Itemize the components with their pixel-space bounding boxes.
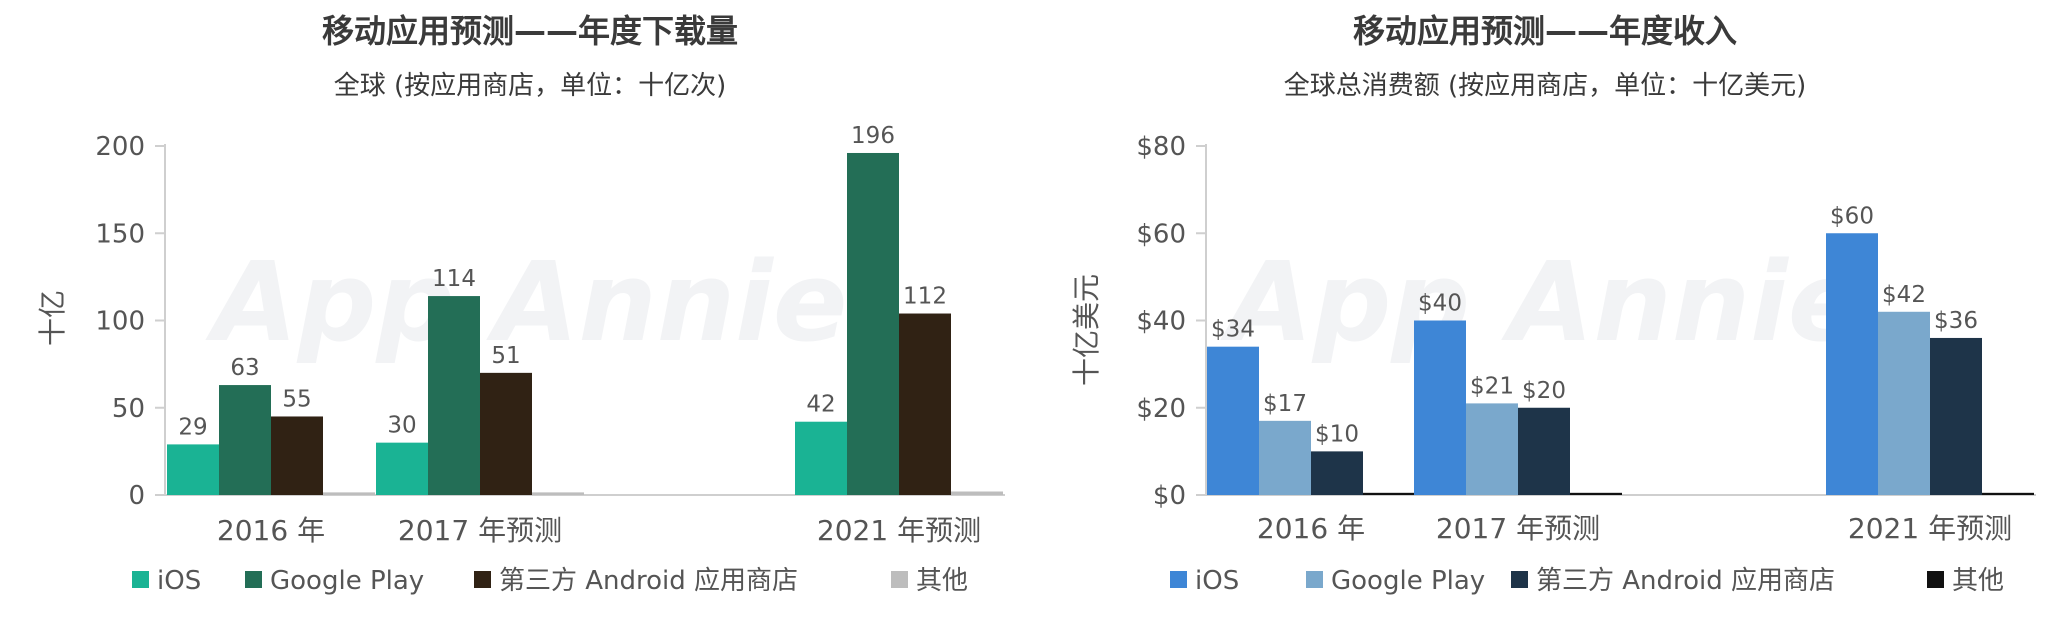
bar <box>1518 407 1570 495</box>
bar <box>1930 337 1982 495</box>
y-tick-label: $80 <box>1136 132 1186 162</box>
bar <box>428 296 480 495</box>
legend-swatch <box>1927 571 1944 588</box>
bar <box>376 442 428 495</box>
legend-label: iOS <box>1195 566 1239 596</box>
y-tick-label: 50 <box>112 394 145 424</box>
bar <box>795 421 847 495</box>
watermark: App Annie <box>205 238 848 366</box>
bar <box>1982 492 2034 495</box>
data-label: $42 <box>1882 282 1926 308</box>
y-tick-label: $0 <box>1153 481 1186 511</box>
watermark: App Annie <box>1220 238 1863 366</box>
y-tick-label: 0 <box>128 481 145 511</box>
x-tick-label: 2021 年预测 <box>817 514 981 547</box>
bar <box>951 491 1003 495</box>
x-tick-label: 2021 年预测 <box>1848 512 2012 545</box>
legend-swatch <box>245 571 262 588</box>
bar <box>1466 403 1518 495</box>
data-label: 196 <box>851 123 895 149</box>
data-label: 29 <box>178 414 207 440</box>
legend-swatch <box>1511 571 1528 588</box>
bar <box>219 385 271 495</box>
y-tick-label: $40 <box>1136 307 1186 337</box>
x-tick-label: 2017 年预测 <box>398 514 562 547</box>
data-label: 63 <box>230 355 259 381</box>
y-tick-label: $60 <box>1136 219 1186 249</box>
y-tick-label: $20 <box>1136 394 1186 424</box>
bar <box>1414 320 1466 495</box>
legend-swatch <box>474 571 491 588</box>
bar <box>1207 346 1259 495</box>
bar <box>899 313 951 495</box>
data-label: 42 <box>806 392 835 418</box>
data-label: $17 <box>1263 391 1307 417</box>
data-label: $36 <box>1934 308 1978 334</box>
bar <box>167 444 219 495</box>
bar <box>1311 451 1363 495</box>
y-axis-label: 十亿 <box>36 290 69 346</box>
legend-label: iOS <box>157 566 201 596</box>
data-label: $34 <box>1211 317 1255 343</box>
legend-label: Google Play <box>270 566 424 596</box>
x-tick-label: 2017 年预测 <box>1436 512 1600 545</box>
data-label: $60 <box>1830 203 1874 229</box>
legend-label: 其他 <box>1952 566 2004 596</box>
plot-area: $0 $20 $40 $60 $80 $34 $17 $10 2016 年 $40 $21 $20 20… <box>1136 132 2036 596</box>
data-label: $40 <box>1418 291 1462 317</box>
downloads-chart: App Annie 移动应用预测——年度下载量 全球 (按应用商店，单位：十亿次… <box>36 12 1005 596</box>
data-label: $20 <box>1522 378 1566 404</box>
bar <box>271 416 323 495</box>
bar <box>1259 420 1311 495</box>
chart-title: 移动应用预测——年度下载量 <box>322 12 738 50</box>
bar <box>1570 492 1622 495</box>
y-tick-label: 200 <box>95 132 145 162</box>
y-tick-label: 150 <box>95 219 145 249</box>
revenue-chart: App Annie 移动应用预测——年度收入 全球总消费额 (按应用商店，单位：… <box>1070 12 2036 596</box>
legend-swatch <box>132 571 149 588</box>
data-label: 112 <box>903 284 947 310</box>
legend-swatch <box>1170 571 1187 588</box>
bar <box>1878 311 1930 495</box>
chart-subtitle: 全球 (按应用商店，单位：十亿次) <box>334 71 727 101</box>
bar <box>1826 233 1878 495</box>
legend-swatch <box>891 571 908 588</box>
legend-label: 第三方 Android 应用商店 <box>499 566 798 596</box>
legend-swatch <box>1306 571 1323 588</box>
x-tick-label: 2016 年 <box>1257 512 1365 545</box>
bar <box>532 492 584 495</box>
data-label: 30 <box>387 413 416 439</box>
y-tick-label: 100 <box>95 307 145 337</box>
legend-label: 第三方 Android 应用商店 <box>1536 566 1835 596</box>
bar <box>480 372 532 495</box>
plot-area: 0 50 100 150 200 29 63 55 2016 年 30 114 51 2017 年预测 4… <box>95 123 1005 596</box>
bar <box>847 152 899 496</box>
x-tick-label: 2016 年 <box>217 514 325 547</box>
bar <box>323 492 375 495</box>
data-label: 51 <box>491 343 520 369</box>
bar <box>1363 492 1415 495</box>
legend-label: 其他 <box>916 566 968 596</box>
data-label: $10 <box>1315 421 1359 447</box>
legend-label: Google Play <box>1331 566 1485 596</box>
data-label: 114 <box>432 266 476 292</box>
data-label: 55 <box>282 386 311 412</box>
y-axis-label: 十亿美元 <box>1070 274 1103 386</box>
data-label: $21 <box>1470 373 1514 399</box>
chart-title: 移动应用预测——年度收入 <box>1353 12 1737 50</box>
chart-subtitle: 全球总消费额 (按应用商店，单位：十亿美元) <box>1284 71 1807 101</box>
